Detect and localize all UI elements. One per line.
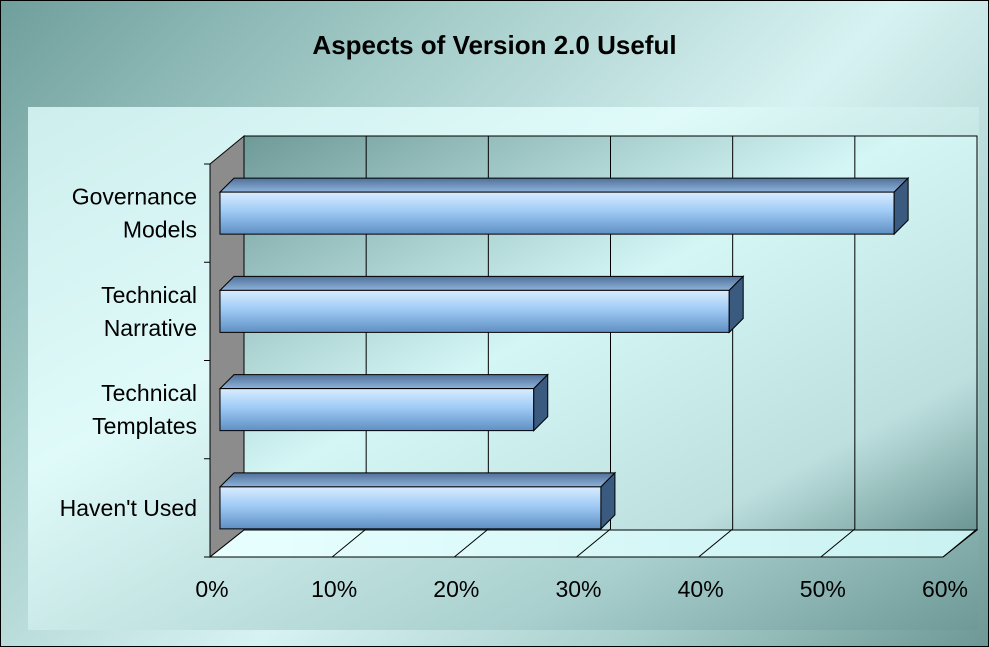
- x-tick-label: 20%: [433, 576, 479, 602]
- bar-front: [219, 486, 602, 530]
- category-label-line: Governance: [72, 184, 197, 210]
- x-axis-tick-labels: 0% 10% 20% 30% 40% 50% 60%: [195, 576, 968, 602]
- category-label: Haven't Used: [60, 495, 197, 521]
- category-label: Technical Narrative: [101, 282, 197, 341]
- bar: [218, 471, 617, 531]
- bar-side: [533, 373, 549, 432]
- floor-gridline: [698, 528, 733, 558]
- bar-front: [219, 289, 730, 333]
- chart-title: Aspects of Version 2.0 Useful: [312, 30, 677, 60]
- bar: [218, 275, 745, 334]
- category-label-line: Technical: [101, 380, 197, 406]
- floor-gridline: [454, 528, 489, 558]
- bar-front: [219, 388, 535, 432]
- floor-gridline: [576, 528, 611, 558]
- bar-side: [728, 275, 744, 334]
- category-label-line: Templates: [92, 413, 197, 439]
- bar-front: [219, 191, 895, 235]
- bars: [218, 176, 910, 531]
- y-axis: [204, 163, 210, 558]
- bar-side: [893, 176, 909, 236]
- x-tick-label: 10%: [311, 576, 357, 602]
- bar-top: [218, 374, 549, 390]
- category-label-line: Models: [123, 217, 197, 243]
- x-tick-label: 40%: [678, 576, 724, 602]
- category-label-line: Technical: [101, 282, 197, 308]
- floor-gridline: [820, 528, 856, 558]
- bar-side: [600, 471, 616, 531]
- floor-gridline: [942, 528, 978, 558]
- bar-top: [218, 275, 745, 291]
- category-label: Governance Models: [72, 184, 197, 243]
- bar-top: [218, 177, 910, 193]
- x-tick-label: 60%: [922, 576, 968, 602]
- bar-top: [218, 472, 617, 488]
- bar: [218, 373, 549, 432]
- category-label-line: Haven't Used: [60, 495, 197, 521]
- category-label: Technical Templates: [92, 380, 197, 439]
- category-label-line: Narrative: [104, 315, 197, 341]
- x-tick-label: 0%: [195, 576, 228, 602]
- x-tick-label: 50%: [800, 576, 846, 602]
- bar: [218, 176, 910, 236]
- x-tick-label: 30%: [555, 576, 601, 602]
- floor-gridline: [331, 528, 367, 558]
